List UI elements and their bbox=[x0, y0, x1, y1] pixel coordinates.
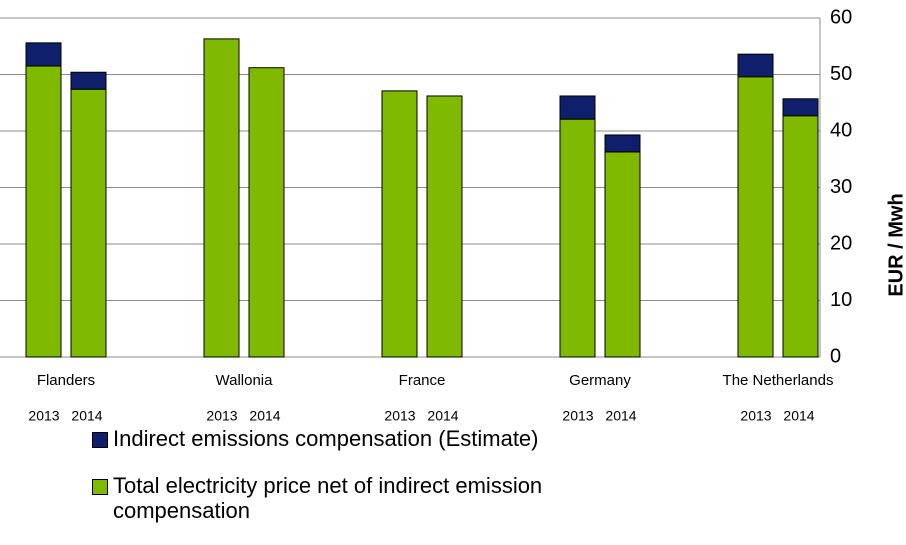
y-axis-label: EUR / Mwh bbox=[885, 193, 906, 296]
legend-swatch bbox=[92, 432, 108, 448]
x-tick-label: 2013 bbox=[740, 408, 771, 424]
x-tick-label: 2014 bbox=[71, 408, 102, 424]
legend-swatch bbox=[92, 479, 108, 495]
y-tick-label: 30 bbox=[830, 176, 852, 198]
x-tick-label: 2014 bbox=[249, 408, 280, 424]
legend: Indirect emissions compensation (Estimat… bbox=[92, 426, 652, 545]
y-tick-label: 40 bbox=[830, 119, 852, 141]
x-tick-label: 2014 bbox=[783, 408, 814, 424]
y-tick-label: 20 bbox=[830, 232, 852, 254]
bar-segment bbox=[25, 42, 62, 67]
legend-label: Total electricity price net of indirect … bbox=[113, 473, 543, 523]
y-tick-label: 60 bbox=[830, 6, 852, 28]
bar-segment bbox=[426, 95, 463, 358]
bar-segment bbox=[203, 38, 240, 358]
legend-label: Indirect emissions compensation (Estimat… bbox=[113, 426, 539, 451]
y-tick-label: 0 bbox=[830, 345, 841, 367]
bar-segment bbox=[604, 134, 641, 153]
x-tick-label: 2014 bbox=[605, 408, 636, 424]
bar-segment bbox=[782, 115, 819, 358]
x-tick-label: 2013 bbox=[206, 408, 237, 424]
legend-item: Total electricity price net of indirect … bbox=[92, 473, 652, 523]
bar-segment bbox=[70, 88, 107, 358]
bar-segment bbox=[248, 67, 285, 358]
bar-segment bbox=[604, 151, 641, 358]
group-label: France bbox=[399, 372, 446, 389]
x-tick-label: 2013 bbox=[562, 408, 593, 424]
bar-segment bbox=[782, 98, 819, 117]
group-label: The Netherlands bbox=[723, 372, 834, 389]
group-label: Wallonia bbox=[216, 372, 274, 389]
legend-item: Indirect emissions compensation (Estimat… bbox=[92, 426, 652, 451]
x-tick-label: 2013 bbox=[384, 408, 415, 424]
y-tick-label: 50 bbox=[830, 63, 852, 85]
x-tick-label: 2014 bbox=[427, 408, 458, 424]
y-tick-label: 10 bbox=[830, 289, 852, 311]
x-tick-label: 2013 bbox=[28, 408, 59, 424]
bar-segment bbox=[381, 90, 418, 358]
group-label: Germany bbox=[569, 372, 631, 389]
bar-segment bbox=[559, 95, 596, 120]
bar-segment bbox=[737, 76, 774, 358]
bar-segment bbox=[70, 71, 107, 90]
bar-segment bbox=[559, 118, 596, 358]
group-label: Flanders bbox=[37, 372, 95, 389]
bar-segment bbox=[25, 65, 62, 358]
bar-segment bbox=[737, 53, 774, 78]
